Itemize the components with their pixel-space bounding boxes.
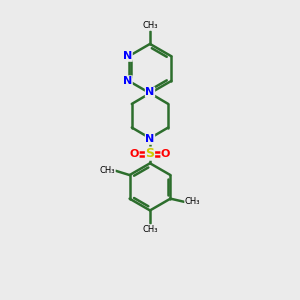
Text: O: O [161,148,170,159]
Text: N: N [146,134,154,144]
Text: CH₃: CH₃ [142,21,158,30]
Text: N: N [123,76,132,86]
Text: S: S [146,147,154,160]
Text: O: O [130,148,139,159]
Text: N: N [146,87,154,97]
Text: CH₃: CH₃ [185,197,200,206]
Text: N: N [123,51,132,61]
Text: CH₃: CH₃ [100,166,115,175]
Text: CH₃: CH₃ [142,225,158,234]
